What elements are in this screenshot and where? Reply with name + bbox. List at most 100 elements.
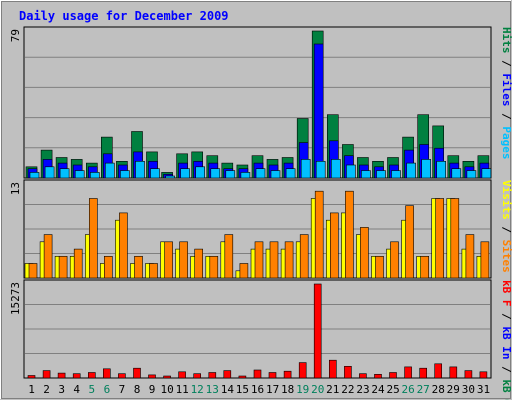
legend-top: Hits / Files / Pages — [500, 27, 512, 160]
bar-bottom-kb-f-day-24 — [374, 373, 382, 379]
bar-bottom-kb-f-day-8 — [133, 367, 141, 379]
bar-top-pages-day-18 — [285, 168, 296, 179]
legend-bottom-part: kB F — [500, 280, 512, 307]
bar-top-pages-day-21 — [330, 159, 341, 179]
bar-top-pages-day-2 — [44, 166, 55, 179]
x-tick-label: 24 — [371, 383, 385, 396]
bar-bottom-kb-f-day-1 — [27, 375, 36, 379]
x-tick-label: 30 — [462, 383, 475, 396]
series-legend: Hits / Files / Pages Visits / Sites kB F /… — [500, 27, 512, 400]
x-tick-label: 19 — [296, 383, 309, 396]
bar-middle-sites-day-25 — [390, 241, 399, 279]
bar-bottom-kb-f-day-16 — [253, 369, 262, 379]
bar-middle-sites-day-20 — [314, 190, 324, 279]
bar-middle-sites-day-28 — [435, 198, 445, 279]
bar-middle-sites-day-12 — [194, 248, 203, 279]
bar-middle-sites-day-24 — [375, 255, 384, 279]
bar-middle-sites-day-23 — [360, 227, 369, 279]
x-tick-label: 18 — [281, 383, 294, 396]
bar-bottom-kb-f-day-31 — [479, 371, 488, 379]
legend-top-part: Hits — [500, 27, 512, 54]
legend-middle-part: Sites — [500, 240, 512, 273]
bar-bottom-kb-f-day-28 — [434, 363, 443, 379]
bar-middle-sites-day-13 — [209, 255, 219, 279]
bar-bottom-kb-f-day-11 — [178, 371, 186, 379]
bar-middle-sites-day-11 — [179, 241, 188, 279]
bar-bottom-kb-f-day-29 — [449, 366, 458, 379]
bar-top-pages-day-20 — [315, 161, 326, 179]
legend-middle-part: Visits — [500, 180, 512, 220]
bar-middle-sites-day-2 — [43, 234, 53, 279]
bar-top-pages-day-25 — [391, 170, 401, 179]
chart-panels: 79 13 15273 — [9, 26, 492, 379]
bar-top-pages-day-23 — [361, 170, 371, 179]
bar-top-pages-day-29 — [451, 168, 462, 179]
chart-title: Daily usage for December 2009 — [19, 9, 229, 23]
x-tick-label: 3 — [58, 383, 65, 396]
legend-top-part: Pages — [500, 126, 512, 159]
bar-middle-sites-day-8 — [134, 255, 143, 279]
bar-middle-sites-day-7 — [119, 212, 128, 279]
bar-bottom-kb-f-day-10 — [163, 375, 171, 379]
x-tick-label: 16 — [251, 383, 264, 396]
x-tick-label: 5 — [88, 383, 95, 396]
bar-bottom-kb-f-day-12 — [193, 373, 201, 379]
bar-top-pages-day-4 — [74, 170, 85, 179]
x-tick-label: 27 — [417, 383, 430, 396]
bar-top-pages-day-31 — [481, 168, 492, 179]
bar-middle-sites-day-3 — [58, 255, 68, 279]
x-tick-label: 29 — [447, 383, 460, 396]
panel-top: 79 — [9, 26, 492, 179]
bar-top-pages-day-3 — [59, 168, 70, 179]
bar-middle-sites-day-30 — [465, 234, 475, 279]
x-tick-label: 1 — [28, 383, 35, 396]
bar-bottom-kb-f-day-14 — [223, 370, 232, 379]
panel-middle-max-label: 13 — [9, 182, 22, 195]
x-axis-labels: 1 2 3 4 5 6 7 8 9 10 11 12 13 14 15 16 17 18 19 20 21 22 23 24 2… — [28, 383, 490, 396]
bar-middle-sites-day-5 — [89, 198, 98, 279]
legend-middle: Visits / Sites — [500, 180, 512, 273]
bar-top-pages-day-28 — [436, 161, 447, 179]
legend-top-part: / — [500, 54, 512, 74]
x-tick-label: 8 — [134, 383, 141, 396]
x-tick-label: 20 — [311, 383, 324, 396]
legend-top-part: Files — [500, 73, 512, 106]
bar-top-pages-day-14 — [225, 170, 236, 179]
bar-bottom-kb-f-day-19 — [298, 362, 307, 379]
x-tick-label: 26 — [401, 383, 414, 396]
bar-bottom-kb-f-day-9 — [148, 374, 156, 379]
bar-top-pages-day-10 — [165, 175, 175, 179]
x-tick-label: 9 — [149, 383, 156, 396]
bar-middle-sites-day-26 — [405, 205, 414, 279]
bar-top-pages-day-12 — [195, 166, 205, 179]
bar-top-pages-day-8 — [135, 161, 145, 179]
bar-middle-sites-day-27 — [420, 255, 430, 279]
legend-middle-part: / — [500, 220, 512, 240]
x-tick-label: 7 — [119, 383, 126, 396]
bar-middle-sites-day-21 — [329, 212, 339, 279]
x-tick-label: 10 — [160, 383, 173, 396]
bar-top-pages-day-19 — [300, 159, 311, 179]
bar-middle-sites-day-17 — [269, 241, 279, 279]
bar-middle-sites-day-1 — [28, 263, 38, 279]
bar-middle-sites-day-6 — [104, 255, 113, 279]
bar-top-pages-day-27 — [421, 159, 432, 179]
x-tick-label: 17 — [266, 383, 279, 396]
bar-bottom-kb-f-day-4 — [72, 373, 81, 379]
bar-bottom-kb-f-day-30 — [464, 370, 473, 379]
x-tick-label: 13 — [206, 383, 219, 396]
bar-bottom-kb-f-day-7 — [118, 373, 126, 379]
x-tick-label: 11 — [176, 383, 189, 396]
bar-top-pages-day-30 — [466, 170, 477, 179]
legend-bottom: kB F / kB In / kB Out — [500, 280, 512, 400]
bar-bottom-kb-f-day-25 — [389, 372, 397, 379]
bar-top-pages-day-13 — [210, 168, 221, 179]
bar-bottom-kb-f-day-5 — [88, 372, 96, 379]
bar-top-pages-day-24 — [376, 170, 386, 179]
legend-bottom-part: kB Out — [500, 379, 512, 400]
bar-bottom-kb-f-day-20 — [313, 283, 322, 379]
bar-middle-sites-day-18 — [284, 241, 294, 279]
x-tick-label: 28 — [432, 383, 445, 396]
bar-top-pages-day-7 — [120, 170, 130, 179]
